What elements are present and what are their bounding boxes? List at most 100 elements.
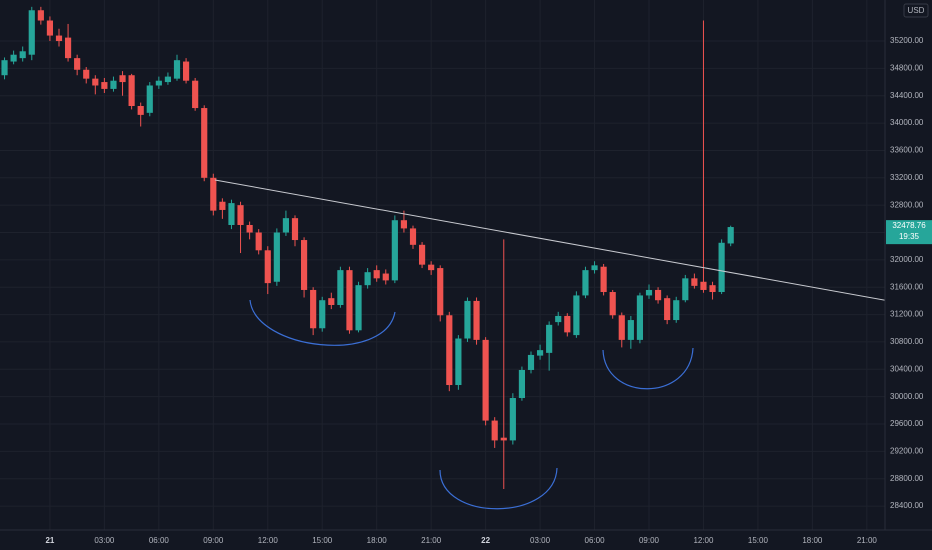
- x-tick-label: 15:00: [748, 536, 769, 545]
- currency-box: [903, 3, 929, 18]
- candle-body: [491, 420, 498, 441]
- candle-body: [582, 270, 589, 296]
- candle-body: [591, 265, 598, 271]
- x-tick-label: 22: [481, 536, 490, 545]
- candle-body: [282, 218, 290, 233]
- y-tick-label: 29600.00: [890, 419, 924, 428]
- candle-body: [300, 240, 308, 290]
- candle-body: [664, 298, 671, 321]
- x-tick-label: 03:00: [530, 536, 551, 545]
- candle-body: [192, 80, 199, 109]
- grid: [0, 0, 885, 530]
- candle-body: [564, 315, 571, 333]
- candle-body: [618, 315, 625, 340]
- candle-body: [264, 250, 271, 284]
- candle-body: [691, 278, 698, 286]
- x-tick-label: 09:00: [639, 536, 660, 545]
- y-tick-label: 29200.00: [890, 446, 924, 455]
- candle-body: [210, 177, 217, 211]
- candle-body: [83, 69, 90, 79]
- candle-body: [636, 295, 644, 340]
- candle-body: [328, 298, 335, 306]
- shoulder-curve: [249, 299, 396, 346]
- last-price-tag: [886, 220, 932, 245]
- y-tick-label: 34800.00: [890, 63, 924, 72]
- candle-body: [437, 268, 444, 316]
- x-tick-label: 18:00: [367, 536, 388, 545]
- candle-body: [682, 278, 689, 301]
- candle-body: [146, 85, 153, 113]
- x-tick-label: 21:00: [421, 536, 442, 545]
- candle-body: [718, 242, 725, 293]
- candle-body: [482, 339, 489, 421]
- candle-body: [228, 203, 235, 225]
- candle-body: [337, 270, 344, 306]
- trend-line: [214, 179, 896, 303]
- candle-body: [500, 437, 507, 441]
- countdown: 19:35: [899, 232, 920, 241]
- shoulder-curve: [602, 347, 694, 390]
- head-curve: [439, 467, 558, 510]
- candle-body: [164, 76, 172, 83]
- candle-body: [418, 244, 426, 265]
- candle-body: [55, 35, 63, 42]
- candle-body: [654, 289, 662, 301]
- price-axis: [885, 0, 932, 550]
- candle-body: [373, 270, 380, 279]
- candle-body: [201, 108, 208, 178]
- candle-body: [446, 315, 453, 386]
- candle-body: [74, 58, 81, 70]
- y-tick-label: 31600.00: [890, 282, 924, 291]
- x-tick-label: 18:00: [802, 536, 823, 545]
- candle-body: [246, 224, 253, 233]
- y-tick-label: 32800.00: [890, 200, 924, 209]
- candle-body: [219, 201, 226, 210]
- candle-body: [364, 272, 371, 286]
- candle-body: [527, 354, 535, 370]
- candle-body: [573, 295, 580, 336]
- x-tick-label: 21: [45, 536, 54, 545]
- y-tick-label: 30400.00: [890, 364, 924, 373]
- candle-body: [400, 220, 408, 229]
- candle-body: [137, 106, 144, 115]
- candle-body: [1, 60, 8, 76]
- candle-body: [182, 61, 190, 81]
- x-tick-label: 09:00: [203, 536, 224, 545]
- candle-body: [37, 10, 44, 21]
- x-tick-label: 06:00: [149, 536, 170, 545]
- candle-body: [355, 285, 362, 331]
- candle-body: [546, 324, 553, 353]
- y-tick-label: 34000.00: [890, 118, 924, 127]
- candle-body: [46, 20, 54, 36]
- candle-body: [291, 218, 299, 241]
- candle-body: [518, 369, 526, 399]
- candle-body: [110, 80, 117, 89]
- candle-body: [19, 51, 26, 59]
- candle-body: [155, 80, 162, 86]
- candle-body: [700, 281, 707, 290]
- y-tick-label: 28800.00: [890, 474, 924, 483]
- candle-body: [600, 266, 607, 293]
- candle-body: [319, 300, 326, 329]
- candles: [1, 6, 734, 489]
- candle-body: [609, 292, 616, 316]
- candle-body: [119, 75, 126, 83]
- candle-body: [391, 220, 398, 281]
- time-axis: [0, 530, 885, 550]
- y-tick-label: 34400.00: [890, 91, 924, 100]
- x-tick-label: 06:00: [585, 536, 606, 545]
- x-tick-label: 12:00: [258, 536, 279, 545]
- x-tick-label: 15:00: [312, 536, 333, 545]
- x-tick-label: 03:00: [94, 536, 115, 545]
- candle-body: [255, 232, 262, 251]
- candle-body: [645, 289, 653, 296]
- candle-body: [310, 289, 317, 329]
- candle-body: [464, 300, 471, 339]
- candle-body: [727, 227, 734, 244]
- candle-body: [709, 285, 716, 293]
- candle-body: [382, 273, 389, 281]
- candle-body: [673, 300, 680, 321]
